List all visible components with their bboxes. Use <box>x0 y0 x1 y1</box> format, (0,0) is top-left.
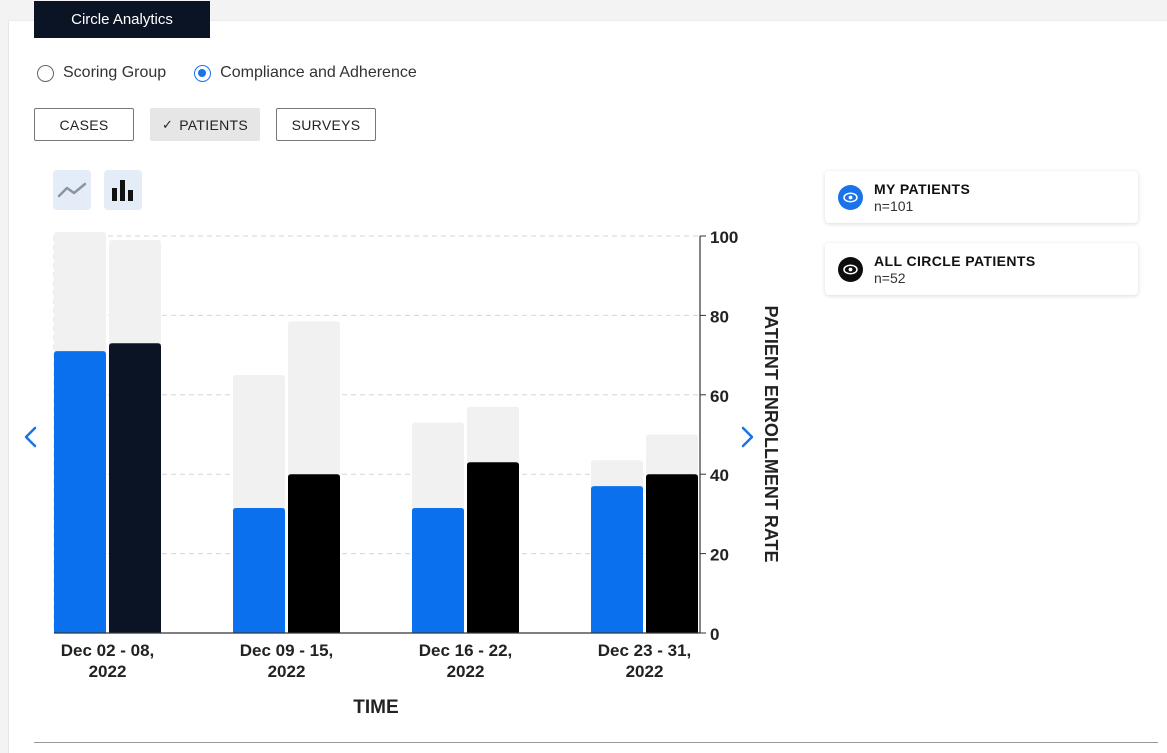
scoring-group-label: Scoring Group <box>63 64 167 81</box>
bar-chart-button[interactable] <box>104 170 142 210</box>
legend-name: MY PATIENTS <box>874 180 971 197</box>
cases-label: CASES <box>59 116 109 133</box>
bar-my-patients <box>54 351 106 633</box>
analytics-panel <box>8 20 1167 753</box>
patients-button[interactable]: ✓ PATIENTS <box>150 108 260 141</box>
x-axis-title: TIME <box>353 697 398 718</box>
line-chart-button[interactable] <box>53 170 91 210</box>
compliance-adherence-label: Compliance and Adherence <box>220 64 417 81</box>
legend-name: ALL CIRCLE PATIENTS <box>874 252 1036 269</box>
radio-selected-icon[interactable] <box>194 64 212 82</box>
compliance-adherence-radio[interactable]: Compliance and Adherence <box>194 64 417 82</box>
x-tick-label: 2022 <box>268 662 306 681</box>
chart-axes: 0 20 40 60 80 100 Dec 02 - 08, 2022 Dec 09 - 15,… <box>54 228 738 681</box>
bar-all-circle-patients <box>646 474 698 633</box>
eye-icon[interactable] <box>838 256 863 282</box>
y-tick-label: 40 <box>710 466 729 485</box>
x-tick-label: Dec 02 - 08, <box>61 641 155 660</box>
y-tick-label: 100 <box>710 228 738 247</box>
line-chart-icon <box>57 182 87 198</box>
y-tick-label: 20 <box>710 546 729 565</box>
y-tick-label: 80 <box>710 307 729 326</box>
legend-all-circle-patients[interactable]: ALL CIRCLE PATIENTS n=52 <box>825 243 1138 295</box>
cases-button[interactable]: CASES <box>34 108 134 141</box>
filter-buttons: CASES ✓ PATIENTS SURVEYS <box>34 108 392 141</box>
circle-analytics-tab[interactable]: Circle Analytics <box>34 1 210 38</box>
view-toggle: Scoring Group Compliance and Adherence <box>37 64 445 82</box>
bar-my-patients <box>412 507 464 633</box>
bar-chart-icon <box>112 180 133 201</box>
data-bars <box>54 343 698 633</box>
checkmark-icon: ✓ <box>162 116 174 132</box>
y-tick-label: 60 <box>710 387 729 406</box>
scoring-group-radio[interactable]: Scoring Group <box>37 64 166 82</box>
legend-my-patients[interactable]: MY PATIENTS n=101 <box>825 171 1138 223</box>
previous-period-chevron-icon[interactable] <box>21 425 41 449</box>
legend-count: n=52 <box>874 269 906 286</box>
legend-count: n=101 <box>874 197 914 214</box>
x-tick-label: Dec 16 - 22, <box>419 641 513 660</box>
patients-label: PATIENTS <box>179 116 248 133</box>
surveys-label: SURVEYS <box>291 116 361 133</box>
x-tick-label: Dec 23 - 31, <box>598 641 692 660</box>
x-tick-label: 2022 <box>626 662 664 681</box>
bar-my-patients <box>233 507 285 633</box>
eye-icon[interactable] <box>838 184 863 210</box>
x-tick-label: 2022 <box>89 662 127 681</box>
radio-unselected-icon[interactable] <box>37 64 54 82</box>
y-axis-title: PATIENT ENROLLMENT RATE <box>761 306 781 563</box>
bar-all-circle-patients <box>467 462 519 633</box>
y-tick-label: 0 <box>710 625 719 644</box>
bottom-divider <box>34 742 1158 743</box>
surveys-button[interactable]: SURVEYS <box>276 108 376 141</box>
bar-all-circle-patients <box>288 474 340 633</box>
bar-my-patients <box>591 486 643 633</box>
bar-all-circle-patients <box>109 343 161 633</box>
next-period-chevron-icon[interactable] <box>737 425 757 449</box>
x-tick-label: Dec 09 - 15, <box>240 641 334 660</box>
x-tick-label: 2022 <box>447 662 485 681</box>
